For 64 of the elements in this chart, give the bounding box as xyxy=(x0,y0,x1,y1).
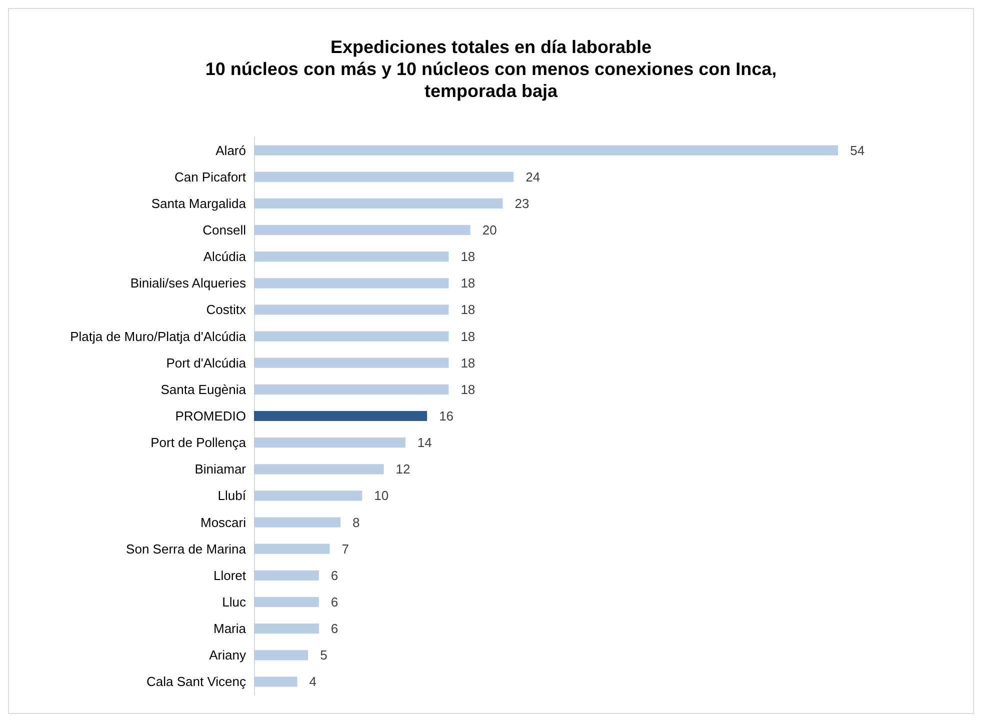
bar xyxy=(254,676,298,687)
y-tick-label: Lluc xyxy=(222,594,246,610)
y-tick-label: Costitx xyxy=(206,302,246,318)
y-tick-label: PROMEDIO xyxy=(175,408,246,424)
y-tick-label: Port d'Alcúdia xyxy=(166,355,247,370)
bar xyxy=(254,650,308,660)
data-label: 8 xyxy=(352,514,360,530)
bar xyxy=(254,278,449,288)
data-label: 18 xyxy=(460,328,476,344)
data-label: 20 xyxy=(482,222,497,238)
bar xyxy=(254,384,449,394)
y-tick-label: Port de Pollença xyxy=(150,435,247,450)
data-label: 12 xyxy=(396,462,410,477)
y-tick-label: Alaró xyxy=(216,142,246,158)
bar xyxy=(254,198,503,208)
y-tick-label: Biniamar xyxy=(194,462,247,477)
data-label: 23 xyxy=(514,196,530,211)
data-label: 18 xyxy=(460,249,476,264)
data-label: 6 xyxy=(330,568,338,583)
data-label: 16 xyxy=(439,408,454,424)
y-tick-label: Llubí xyxy=(218,488,246,504)
data-label: 6 xyxy=(330,621,338,636)
data-label: 18 xyxy=(460,302,476,318)
y-tick-label: Cala Sant Vicenç xyxy=(146,674,246,690)
bar xyxy=(254,358,449,368)
data-label: 54 xyxy=(850,142,865,158)
y-tick-label: Santa Eugènia xyxy=(160,382,247,397)
y-tick-label: Consell xyxy=(202,222,246,238)
bar xyxy=(254,624,319,634)
bar xyxy=(254,331,449,342)
bar xyxy=(254,172,514,182)
y-tick-label: Moscari xyxy=(200,514,246,530)
data-label: 4 xyxy=(309,674,316,690)
data-label: 18 xyxy=(460,355,476,370)
y-tick-label: Lloret xyxy=(213,568,246,583)
bar xyxy=(254,596,319,608)
data-label: 6 xyxy=(330,594,338,610)
data-label: 14 xyxy=(417,435,432,450)
y-tick-label: Platja de Muro/Platja d'Alcúdia xyxy=(70,328,247,344)
bar xyxy=(254,544,330,554)
bar xyxy=(254,570,319,580)
data-label: 24 xyxy=(526,169,540,184)
y-tick-label: Can Picafort xyxy=(174,169,246,184)
data-label: 18 xyxy=(460,382,476,397)
bar xyxy=(254,438,406,448)
y-tick-label: Son Serra de Marina xyxy=(126,541,247,556)
bar xyxy=(254,224,470,236)
bar xyxy=(254,490,362,501)
bar xyxy=(254,304,449,315)
bar xyxy=(254,410,428,422)
bar xyxy=(254,252,449,262)
bar xyxy=(254,464,384,474)
chart-title: Expediciones totales en día laborable 10 núcleos con más y 10 núcleos con menos conexiones con Inca, temporada baja xyxy=(205,37,777,101)
y-tick-label: Alcúdia xyxy=(203,249,247,264)
y-tick-label: Santa Margalida xyxy=(151,196,247,211)
data-label: 5 xyxy=(320,648,328,663)
y-tick-label: Ariany xyxy=(209,648,246,663)
data-label: 10 xyxy=(374,488,389,504)
data-label: 18 xyxy=(460,276,476,291)
data-label: 7 xyxy=(342,541,349,556)
y-tick-label: Biniali/ses Alqueries xyxy=(130,276,246,291)
bar xyxy=(254,517,341,528)
bar xyxy=(254,145,838,156)
y-tick-label: Maria xyxy=(213,621,247,636)
